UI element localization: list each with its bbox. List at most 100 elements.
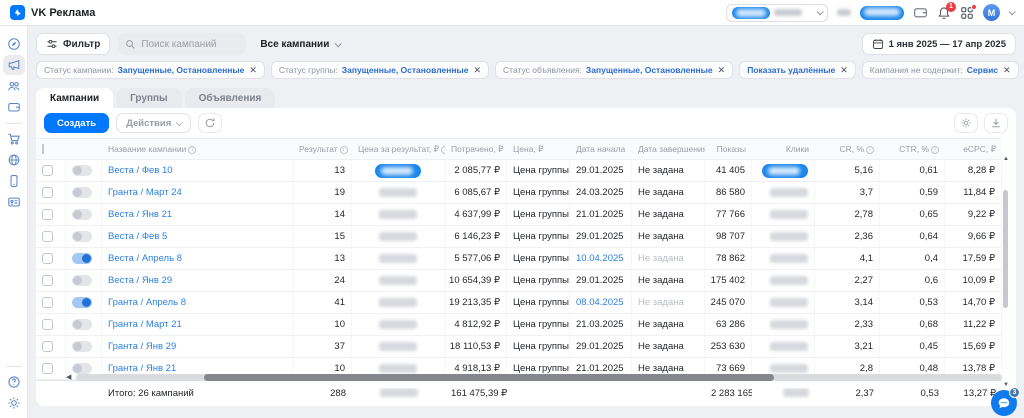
row-checkbox[interactable]: [42, 363, 53, 374]
col-shows[interactable]: Показы: [716, 144, 746, 154]
row-checkbox[interactable]: [42, 165, 53, 176]
campaign-link[interactable]: Веста / Фев 10: [108, 165, 173, 176]
filter-button-label: Фильтр: [63, 38, 101, 50]
tab-groups[interactable]: Группы: [116, 88, 182, 108]
filter-chip[interactable]: Статус кампании: Запущенные, Остановленн…: [36, 61, 265, 79]
row-checkbox[interactable]: [42, 209, 53, 220]
notifications-button[interactable]: 1: [937, 1, 956, 20]
sidebar-item-sites[interactable]: [3, 150, 25, 170]
chip-close-icon[interactable]: ✕: [1003, 64, 1011, 75]
search-input[interactable]: [141, 38, 240, 50]
cpr-mask: [375, 163, 421, 178]
horizontal-scrollbar[interactable]: ◀: [66, 374, 1002, 381]
sidebar-item-pixels[interactable]: [3, 192, 25, 212]
cpr-mask: [379, 254, 417, 263]
row-toggle[interactable]: [72, 253, 92, 264]
sidebar-item-cart[interactable]: [3, 129, 25, 149]
campaign-link[interactable]: Гранта / Март 21: [108, 319, 182, 330]
row-toggle[interactable]: [72, 275, 92, 286]
filter-chip[interactable]: Статус объявления: Запущенные, Остановле…: [495, 61, 734, 79]
vertical-scrollbar-thumb[interactable]: [1003, 190, 1008, 308]
tab-ads[interactable]: Объявления: [184, 88, 276, 108]
profile-chevron-icon[interactable]: [1008, 8, 1016, 16]
col-price[interactable]: Цена, ₽: [513, 143, 544, 154]
filter-chip[interactable]: Статус группы: Запущенные, Остановленные…: [270, 61, 490, 79]
row-toggle[interactable]: [72, 297, 92, 308]
row-checkbox[interactable]: [42, 187, 53, 198]
chip-close-icon[interactable]: ✕: [717, 64, 726, 75]
vertical-scrollbar[interactable]: ▲ ▼: [1003, 156, 1009, 388]
row-toggle[interactable]: [72, 165, 92, 176]
row-checkbox[interactable]: [42, 319, 53, 330]
scroll-down-icon[interactable]: ▼: [1003, 382, 1009, 388]
table-settings-button[interactable]: [954, 113, 978, 133]
support-chat-button[interactable]: 3: [991, 387, 1020, 416]
cell-date-start: 10.04.2025: [570, 248, 632, 269]
row-toggle[interactable]: [72, 187, 92, 198]
col-ctr[interactable]: CTR, % i: [880, 144, 945, 154]
sidebar-item-help[interactable]: [3, 372, 25, 392]
filter-chip[interactable]: Показать удалённые ✕: [739, 61, 856, 79]
row-checkbox[interactable]: [42, 275, 53, 286]
sidebar-item-budget[interactable]: [3, 97, 25, 117]
campaign-link[interactable]: Гранта / Янв 21: [108, 363, 177, 374]
chip-close-icon[interactable]: ✕: [249, 64, 257, 75]
col-cpr[interactable]: Цена за результат, ₽i↑: [352, 144, 445, 155]
col-date-end[interactable]: Дата завершения: [638, 144, 705, 154]
row-toggle[interactable]: [72, 319, 92, 330]
vk-ads-logo-icon[interactable]: [10, 5, 25, 20]
campaign-link[interactable]: Гранта / Янв 29: [108, 341, 177, 352]
cart-icon: [7, 132, 21, 146]
row-checkbox[interactable]: [42, 253, 53, 264]
col-name[interactable]: Название кампании i: [102, 144, 293, 154]
col-ecpc[interactable]: eCPC, ₽: [963, 143, 996, 154]
col-clicks[interactable]: Клики: [785, 144, 809, 154]
row-toggle[interactable]: [72, 231, 92, 242]
campaign-link[interactable]: Веста / Янв 21: [108, 209, 173, 220]
cabinet-selector[interactable]: [726, 3, 828, 22]
services-grid-button[interactable]: [960, 3, 977, 20]
cell-shows: 98 707: [705, 226, 752, 247]
row-toggle[interactable]: [72, 209, 92, 220]
campaign-link[interactable]: Гранта / Апрель 8: [108, 297, 187, 308]
col-cr[interactable]: CR, % i: [815, 144, 880, 154]
chip-close-icon[interactable]: ✕: [473, 64, 482, 75]
sidebar-item-campaigns[interactable]: [2, 55, 25, 75]
date-range-button[interactable]: 1 янв 2025 — 17 апр 2025: [861, 33, 1016, 55]
avatar[interactable]: M: [983, 4, 1000, 21]
chip-close-icon[interactable]: ✕: [840, 64, 848, 75]
campaign-link[interactable]: Веста / Апрель 8: [108, 253, 182, 264]
wallet-button[interactable]: [913, 5, 928, 20]
services-dot: [971, 3, 977, 10]
campaign-link[interactable]: Веста / Янв 29: [108, 275, 173, 286]
select-all-checkbox[interactable]: [42, 144, 44, 154]
cell-result: 10: [293, 314, 352, 335]
actions-button[interactable]: Действия: [116, 113, 192, 133]
campaign-link[interactable]: Веста / Фев 5: [108, 231, 168, 242]
filter-button[interactable]: Фильтр: [36, 33, 111, 55]
export-download-button[interactable]: [984, 113, 1008, 133]
row-checkbox[interactable]: [42, 297, 53, 308]
sidebar-item-settings[interactable]: [3, 393, 25, 413]
row-checkbox[interactable]: [42, 231, 53, 242]
cell-ctr: 0,61: [880, 160, 945, 181]
scroll-up-icon[interactable]: ▲: [1003, 156, 1009, 162]
row-checkbox[interactable]: [42, 341, 53, 352]
sidebar-item-dashboard[interactable]: [3, 34, 25, 54]
sidebar-item-audience[interactable]: [3, 76, 25, 96]
horizontal-scrollbar-thumb[interactable]: [204, 374, 774, 381]
campaign-scope-select[interactable]: Все кампании: [260, 39, 343, 50]
col-spent[interactable]: Потрачено, ₽: [451, 143, 504, 154]
tab-campaigns[interactable]: Кампании: [36, 88, 114, 108]
scroll-left-icon[interactable]: ◀: [66, 374, 72, 381]
col-result[interactable]: Результат i: [293, 144, 352, 154]
row-toggle[interactable]: [72, 363, 92, 374]
account-badge[interactable]: [860, 5, 904, 20]
refresh-button[interactable]: [198, 113, 223, 133]
sidebar-item-mobile[interactable]: [3, 171, 25, 191]
create-button[interactable]: Создать: [44, 113, 110, 133]
campaign-link[interactable]: Гранта / Март 24: [108, 187, 182, 198]
col-date-start[interactable]: Дата начала: [576, 144, 626, 154]
filter-chip[interactable]: Кампания не содержит: Сервис ✕: [861, 61, 1019, 79]
row-toggle[interactable]: [72, 341, 92, 352]
